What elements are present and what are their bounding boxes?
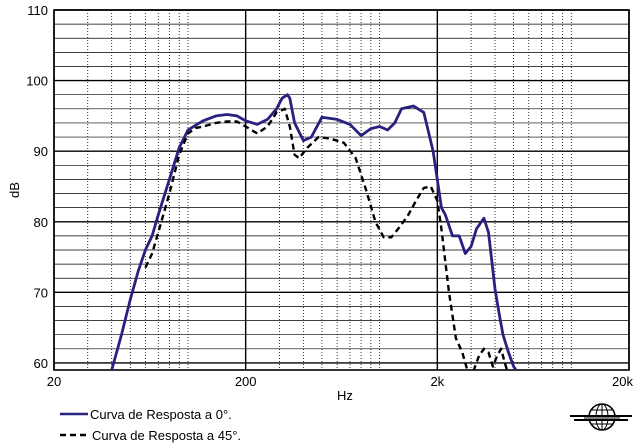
x-axis-title: Hz <box>337 388 353 403</box>
x-tick-label: 20 <box>47 374 61 389</box>
plot-frame <box>53 9 630 371</box>
y-tick-label: 110 <box>27 3 48 18</box>
legend-label-1: Curva de Resposta a 45°. <box>92 428 241 443</box>
legend-label-0: Curva de Resposta a 0°. <box>90 407 232 422</box>
x-tick-label: 2k <box>430 374 444 389</box>
major-grid <box>53 9 630 370</box>
y-tick-label: 60 <box>34 356 48 371</box>
y-axis-title: dB <box>7 182 22 198</box>
y-tick-label: 80 <box>34 215 48 230</box>
minor-grid <box>54 10 629 370</box>
y-tick-label: 90 <box>34 144 48 159</box>
series-layer <box>110 93 518 370</box>
series-line-1 <box>144 107 509 370</box>
y-tick-label: 70 <box>34 285 48 300</box>
legend: Curva de Resposta a 0°. Curva de Respost… <box>60 407 241 443</box>
y-tick-label: 100 <box>26 74 48 89</box>
series-line-0 <box>110 93 518 370</box>
x-tick-label: 20k <box>612 374 633 389</box>
globe-logo-icon <box>570 403 632 431</box>
x-tick-label: 200 <box>235 374 257 389</box>
tick-labels: 20 200 2k 20k 60 70 80 90 100 110 <box>26 3 633 389</box>
